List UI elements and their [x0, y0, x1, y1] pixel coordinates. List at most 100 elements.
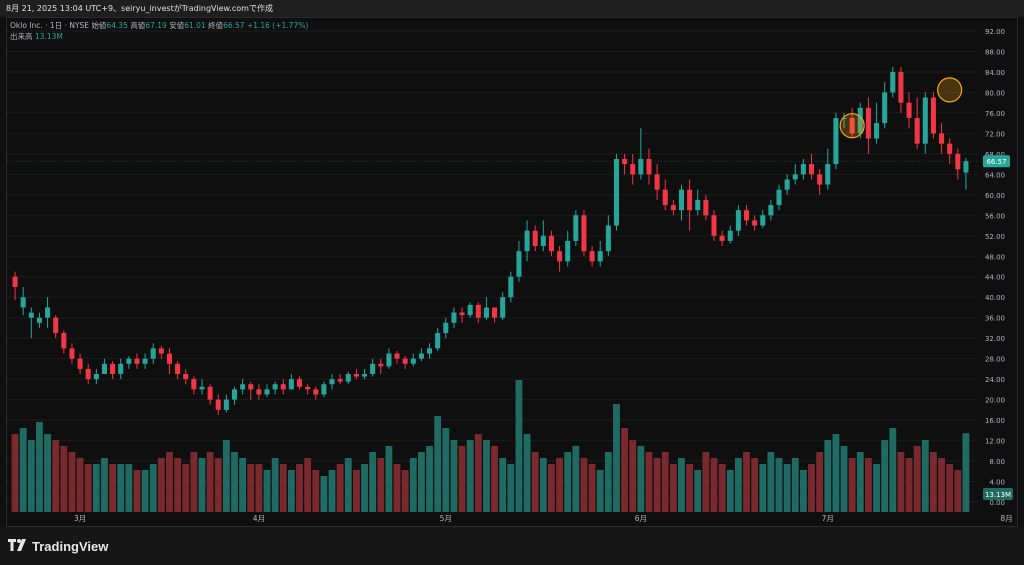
volume-bar — [759, 464, 767, 512]
volume-badge-text: 13.13M — [985, 491, 1011, 499]
candle-body — [760, 215, 766, 226]
volume-bar — [401, 470, 409, 512]
chart-header: 8月 21, 2025 13:04 UTC+9、seiryu_investがTr… — [0, 0, 1024, 17]
volume-bar — [686, 464, 694, 512]
volume-bar — [515, 380, 523, 512]
tradingview-logo[interactable]: TradingView — [8, 538, 108, 554]
candle-body — [101, 363, 107, 375]
candle-body — [849, 118, 855, 134]
candle-body — [256, 389, 262, 395]
volume-bar — [76, 458, 84, 512]
volume-bar — [393, 464, 401, 512]
volume-bar — [214, 458, 222, 512]
candle-body — [61, 333, 67, 349]
legend-volume-label: 出来高 — [10, 32, 33, 41]
volume-bar — [84, 464, 92, 512]
volume-bar — [588, 464, 596, 512]
candle-body — [451, 312, 457, 323]
volume-bar — [434, 416, 442, 512]
candle-body — [825, 164, 831, 185]
volume-bar — [596, 470, 604, 512]
volume-bar — [930, 452, 937, 512]
volume-bar — [816, 452, 824, 512]
candle-body — [662, 189, 668, 206]
volume-bar — [483, 440, 490, 512]
candle-body — [77, 358, 83, 369]
candle-body — [110, 363, 116, 375]
candle-body — [475, 304, 481, 318]
volume-bar — [629, 440, 637, 512]
candle-body — [630, 164, 636, 175]
x-month-label: 7月 — [822, 514, 834, 523]
candle-body — [378, 363, 384, 367]
volume-bar — [239, 458, 247, 512]
legend-open: 64.35 — [106, 21, 128, 30]
volume-bar — [572, 446, 580, 512]
x-month-label: 5月 — [440, 514, 452, 523]
candle-body — [792, 174, 798, 180]
candle-body — [865, 107, 871, 139]
candle-body — [28, 312, 34, 318]
brand-text: TradingView — [32, 538, 109, 554]
volume-bar — [418, 452, 425, 512]
candle-body — [613, 158, 619, 226]
volume-bar — [458, 446, 466, 512]
candle-body — [93, 374, 99, 380]
volume-bar — [133, 470, 141, 512]
candle-body — [654, 174, 660, 190]
legend-high-label: 高値 — [130, 21, 146, 30]
volume-bar — [182, 464, 190, 512]
volume-bar — [799, 470, 807, 512]
volume-bar — [661, 452, 669, 512]
y-tick-label: 16.00 — [985, 417, 1005, 425]
grid-lines — [7, 30, 978, 503]
volume-bar — [312, 470, 320, 512]
volume-bar — [36, 422, 43, 512]
volume-bar — [377, 458, 385, 512]
volume-bar — [962, 433, 970, 512]
volume-bar — [174, 458, 182, 512]
candle-body — [118, 363, 124, 375]
price-badge — [983, 155, 1010, 168]
candle-body — [248, 384, 254, 390]
volume-bar — [247, 464, 255, 512]
y-tick-label: 92.00 — [985, 28, 1005, 36]
candle-body — [605, 225, 611, 252]
volume-bar — [889, 428, 897, 512]
volume-bar — [206, 452, 214, 512]
candle-body — [719, 235, 725, 241]
legend-open-label: 始値 — [91, 21, 107, 30]
legend-symbol: Oklo Inc. · 1日 · NYSE — [10, 21, 90, 30]
candle-body — [914, 118, 920, 144]
volume-bar — [450, 440, 458, 512]
candle-body — [183, 374, 189, 380]
volume-bar — [507, 464, 515, 512]
volume-bar — [68, 452, 76, 512]
volume-bar — [466, 440, 474, 512]
volume-bar — [190, 452, 198, 512]
candle-body — [337, 379, 343, 382]
volume-bar — [539, 458, 547, 512]
volume-bar — [304, 458, 312, 512]
volume-bar — [336, 464, 344, 512]
candle-body — [833, 118, 839, 165]
candle-body — [922, 97, 928, 144]
candle-body — [45, 307, 51, 318]
chart-frame[interactable] — [6, 17, 1018, 527]
candle-body — [199, 386, 205, 390]
volume-bar — [361, 464, 368, 512]
candle-body — [215, 399, 221, 410]
candle-body — [882, 92, 888, 124]
candle-body — [386, 353, 392, 367]
candle-body — [12, 276, 18, 287]
y-tick-label: 60.00 — [985, 192, 1005, 200]
volume-bar — [409, 458, 417, 512]
volume-bar — [499, 458, 507, 512]
candle-body — [670, 205, 676, 211]
footer — [0, 527, 1024, 565]
candle-body — [142, 358, 148, 364]
volume-bar — [775, 458, 783, 512]
volume-bar — [905, 458, 913, 512]
volume-bar — [523, 434, 531, 512]
